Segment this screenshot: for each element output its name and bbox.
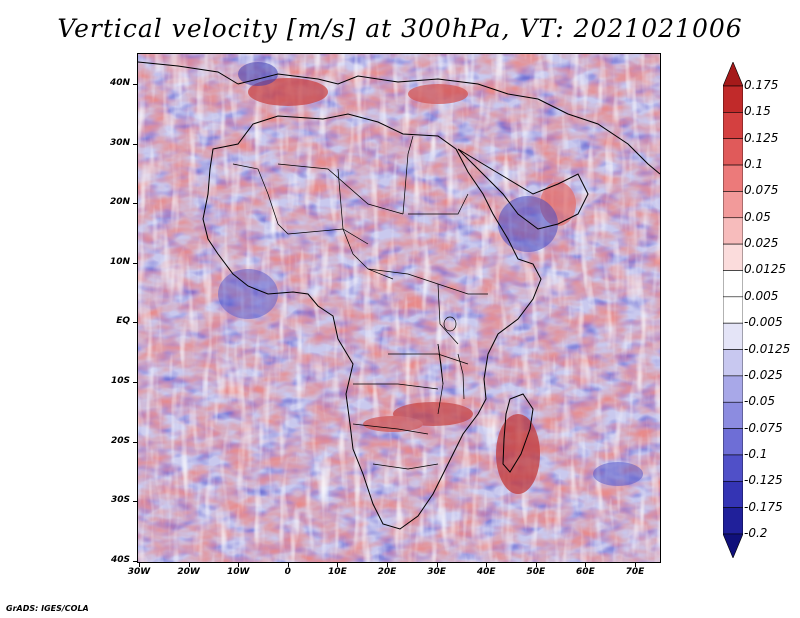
colorbar-segment	[723, 375, 743, 403]
colorbar-label: -0.005	[744, 315, 783, 330]
longitude-tick	[287, 562, 289, 567]
colorbar-label: 0.025	[744, 236, 779, 251]
latitude-label: 30N	[109, 137, 130, 148]
longitude-tick	[337, 562, 339, 567]
latitude-tick	[133, 501, 138, 503]
colorbar-label: 0.125	[744, 130, 779, 145]
longitude-label: 60E	[576, 567, 595, 577]
software-credit: GrADS: IGES/COLA	[6, 604, 89, 613]
longitude-label: 30E	[427, 567, 446, 577]
latitude-label: 40N	[109, 78, 130, 88]
longitude-label: 20W	[177, 567, 200, 577]
vertical-velocity-field	[138, 54, 660, 562]
longitude-tick	[486, 562, 488, 567]
colorbar-label: -0.05	[744, 394, 776, 409]
longitude-label: 40E	[476, 567, 496, 577]
longitude-label: 10E	[328, 567, 347, 577]
colorbar-label: 0.005	[744, 288, 779, 303]
latitude-tick	[133, 441, 138, 443]
colorbar-label: -0.025	[744, 367, 783, 382]
colorbar-segment	[723, 507, 743, 535]
colorbar-label: 0.175	[744, 78, 779, 92]
latitude-tick	[133, 560, 138, 562]
latitude-label: 10N	[109, 256, 130, 267]
colorbar-segment	[723, 112, 743, 140]
longitude-tick	[635, 562, 636, 567]
latitude-label: 30S	[110, 495, 130, 506]
latitude-tick	[133, 322, 138, 324]
colorbar-segment	[723, 138, 743, 166]
longitude-tick	[139, 562, 140, 567]
colorbar-segment	[723, 85, 743, 113]
latitude-label: EQ	[116, 316, 130, 327]
lakes	[437, 316, 465, 400]
colorbar-label: -0.1	[744, 446, 768, 461]
colorbar-segment	[723, 191, 743, 219]
colorbar-segment	[723, 164, 743, 192]
latitude-label: 20S	[110, 435, 130, 446]
latitude-label: 40S	[110, 554, 130, 565]
colorbar-label: -0.125	[744, 473, 783, 488]
longitude-tick	[238, 562, 240, 567]
latitude-label: 10S	[110, 376, 130, 386]
colorbar-segment	[723, 217, 743, 245]
longitude-label: 30W	[127, 567, 151, 577]
longitude-tick	[535, 562, 537, 567]
colorbar-segment	[723, 349, 743, 377]
longitude-label: 50E	[526, 567, 546, 577]
colorbar-label: -0.075	[744, 420, 783, 435]
latitude-tick	[133, 203, 138, 205]
colorbar-segment	[723, 454, 743, 482]
latitude-label: 20N	[109, 197, 130, 208]
colorbar-segment	[723, 322, 743, 350]
colorbar-bottom-arrow	[723, 533, 743, 558]
colorbar	[723, 62, 743, 558]
colorbar-label: 0.05	[744, 209, 771, 224]
colorbar-label: 0.0125	[744, 262, 786, 277]
colorbar-top-arrow	[723, 62, 743, 87]
longitude-tick	[436, 562, 438, 567]
longitude-tick	[585, 562, 587, 567]
coastlines	[138, 61, 660, 530]
latitude-tick	[133, 262, 138, 264]
colorbar-segment	[723, 401, 743, 429]
colorbar-segment	[723, 428, 743, 456]
longitude-label: 20E	[377, 567, 397, 577]
strong-ascent-areas	[248, 78, 576, 494]
colorbar-segment	[723, 480, 743, 508]
longitude-label: 10W	[226, 567, 250, 577]
longitude-tick	[387, 562, 388, 567]
colorbar-segment	[723, 243, 743, 271]
map-panel	[137, 53, 661, 563]
longitude-tick	[188, 562, 190, 567]
colorbar-label: 0.075	[744, 183, 779, 198]
longitude-label: 70E	[625, 567, 645, 577]
map-title: Vertical velocity [m/s] at 300hPa, VT: 2…	[57, 14, 743, 43]
latitude-tick	[133, 143, 138, 145]
colorbar-label: -0.0125	[744, 341, 791, 356]
colorbar-segment	[723, 296, 743, 324]
strong-descent-areas	[218, 62, 643, 486]
latitude-tick	[133, 382, 138, 383]
latitude-tick	[133, 84, 138, 85]
colorbar-label: -0.2	[744, 526, 768, 540]
colorbar-segment	[723, 270, 743, 298]
colorbar-label: 0.1	[744, 157, 764, 172]
longitude-label: 0	[284, 567, 291, 577]
colorbar-label: -0.175	[744, 499, 783, 514]
colorbar-label: 0.15	[744, 104, 771, 119]
